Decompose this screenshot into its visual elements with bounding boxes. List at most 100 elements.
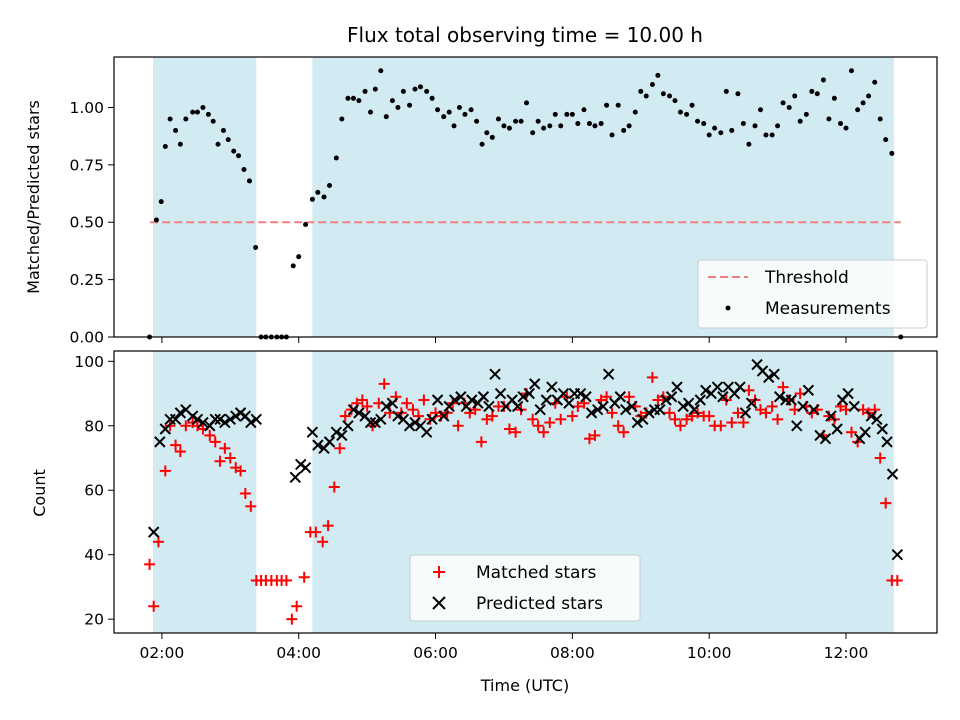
predicted-marker-b — [147, 526, 160, 538]
matched-star-point — [664, 407, 676, 419]
predicted-marker-b — [563, 397, 575, 409]
predicted-marker-b — [745, 397, 758, 409]
predicted-marker-b — [239, 410, 252, 422]
matched-star-point — [538, 426, 550, 438]
measurement-point — [541, 125, 547, 131]
matched-star-point — [589, 429, 601, 441]
predicted-marker-b — [700, 384, 712, 397]
measurement-point — [441, 114, 447, 120]
predicted-marker-b — [186, 410, 199, 422]
predicted-marker-b — [245, 416, 257, 429]
predicted-star-point — [369, 416, 382, 429]
predicted-star-point — [620, 403, 632, 416]
measurement-point — [860, 100, 866, 106]
matched-star-point — [703, 410, 715, 422]
measurement-point — [451, 123, 457, 129]
matched-star-point — [606, 407, 618, 419]
predicted-star-point — [643, 407, 655, 419]
top-panel-frame — [113, 56, 938, 338]
predicted-star-point — [169, 413, 182, 426]
measurement-point — [167, 116, 173, 122]
predicted-star-point — [563, 397, 575, 409]
measurement-point — [592, 123, 598, 129]
predicted-star-point — [323, 436, 336, 448]
predicted-star-point — [876, 423, 888, 435]
matched-star-point — [874, 452, 886, 464]
measurement-point — [552, 111, 558, 117]
predicted-star-point — [409, 416, 421, 429]
matched-star-point — [235, 465, 247, 477]
predicted-star-point — [489, 368, 501, 380]
measurement-point — [501, 123, 507, 129]
predicted-marker-b — [785, 394, 797, 406]
matched-star-point — [623, 391, 635, 403]
matched-star-point — [298, 571, 310, 583]
measurement-point — [660, 91, 666, 97]
predicted-star-point — [342, 420, 354, 432]
predicted-marker-b — [711, 381, 724, 393]
measurement-point — [889, 150, 895, 156]
measurement-point — [495, 116, 501, 122]
predicted-star-point — [245, 416, 257, 429]
predicted-marker-b — [455, 391, 467, 403]
measurement-point — [400, 88, 406, 94]
measurement-point — [479, 141, 485, 147]
predicted-star-point — [219, 416, 231, 429]
predicted-star-point — [580, 391, 592, 403]
matched-star-point — [356, 394, 368, 406]
predicted-marker-b — [546, 381, 558, 393]
predicted-marker-b — [859, 426, 871, 438]
predicted-marker-b — [397, 413, 410, 426]
predicted-star-point — [734, 381, 746, 393]
predicted-star-point — [831, 423, 843, 435]
measurement-point — [356, 98, 362, 104]
predicted-star-point — [886, 468, 899, 480]
top-legend-box — [697, 259, 928, 329]
matched-star-point — [164, 420, 176, 432]
predicted-marker-b — [438, 410, 450, 422]
top-y-axis: 0.00 0.25 0.50 0.75 1.00 — [69, 99, 114, 347]
measurement-point — [877, 116, 883, 122]
measurement-point — [350, 95, 356, 101]
measurement-point — [468, 107, 474, 113]
y-tick-label: 1.00 — [69, 99, 104, 117]
measurement-point — [803, 111, 809, 117]
top-panel: 0.00 0.25 0.50 0.75 1.00 Matched/Predicted s… — [24, 56, 938, 347]
predicted-star-point — [330, 426, 343, 438]
measurement-point — [246, 178, 252, 184]
matched-star-point — [310, 526, 322, 538]
predicted-star-point — [660, 394, 672, 406]
bottom-panel-frame — [113, 350, 938, 634]
predicted-marker-b — [694, 394, 707, 406]
measurement-point — [315, 189, 321, 195]
predicted-star-point — [819, 432, 832, 445]
measurement-point — [462, 111, 468, 117]
predicted-star-point — [671, 381, 683, 393]
predicted-marker-b — [426, 413, 438, 426]
predicted-marker-b — [234, 407, 247, 419]
top-legend: Threshold Measurements — [697, 259, 928, 329]
matched-star-point — [328, 481, 340, 493]
predicted-star-point — [785, 394, 797, 406]
legend-predicted-label: Predicted stars — [476, 594, 603, 614]
predicted-marker-b — [466, 394, 478, 406]
predicted-star-point — [688, 403, 700, 416]
predicted-star-point — [154, 436, 166, 448]
predicted-marker-b — [602, 368, 615, 380]
predicted-marker-b — [295, 458, 307, 471]
measurement-point — [655, 72, 661, 78]
matched-star-point — [180, 420, 192, 432]
matched-star-point — [766, 400, 778, 412]
predicted-marker-b — [886, 468, 899, 480]
measurement-point — [429, 95, 435, 101]
matched-star-point — [845, 426, 857, 438]
measurement-point — [558, 123, 564, 129]
top-y-axis-label: Matched/Predicted stars — [24, 100, 43, 294]
predicted-star-point — [626, 400, 638, 413]
predicted-star-point — [448, 394, 461, 406]
predicted-star-point — [762, 371, 775, 384]
y-tick-label: 40 — [84, 546, 104, 564]
y-tick-label: 20 — [84, 611, 104, 629]
predicted-marker-b — [825, 410, 837, 422]
